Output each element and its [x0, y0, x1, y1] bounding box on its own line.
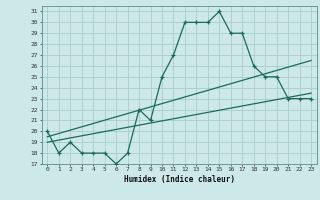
X-axis label: Humidex (Indice chaleur): Humidex (Indice chaleur)	[124, 175, 235, 184]
